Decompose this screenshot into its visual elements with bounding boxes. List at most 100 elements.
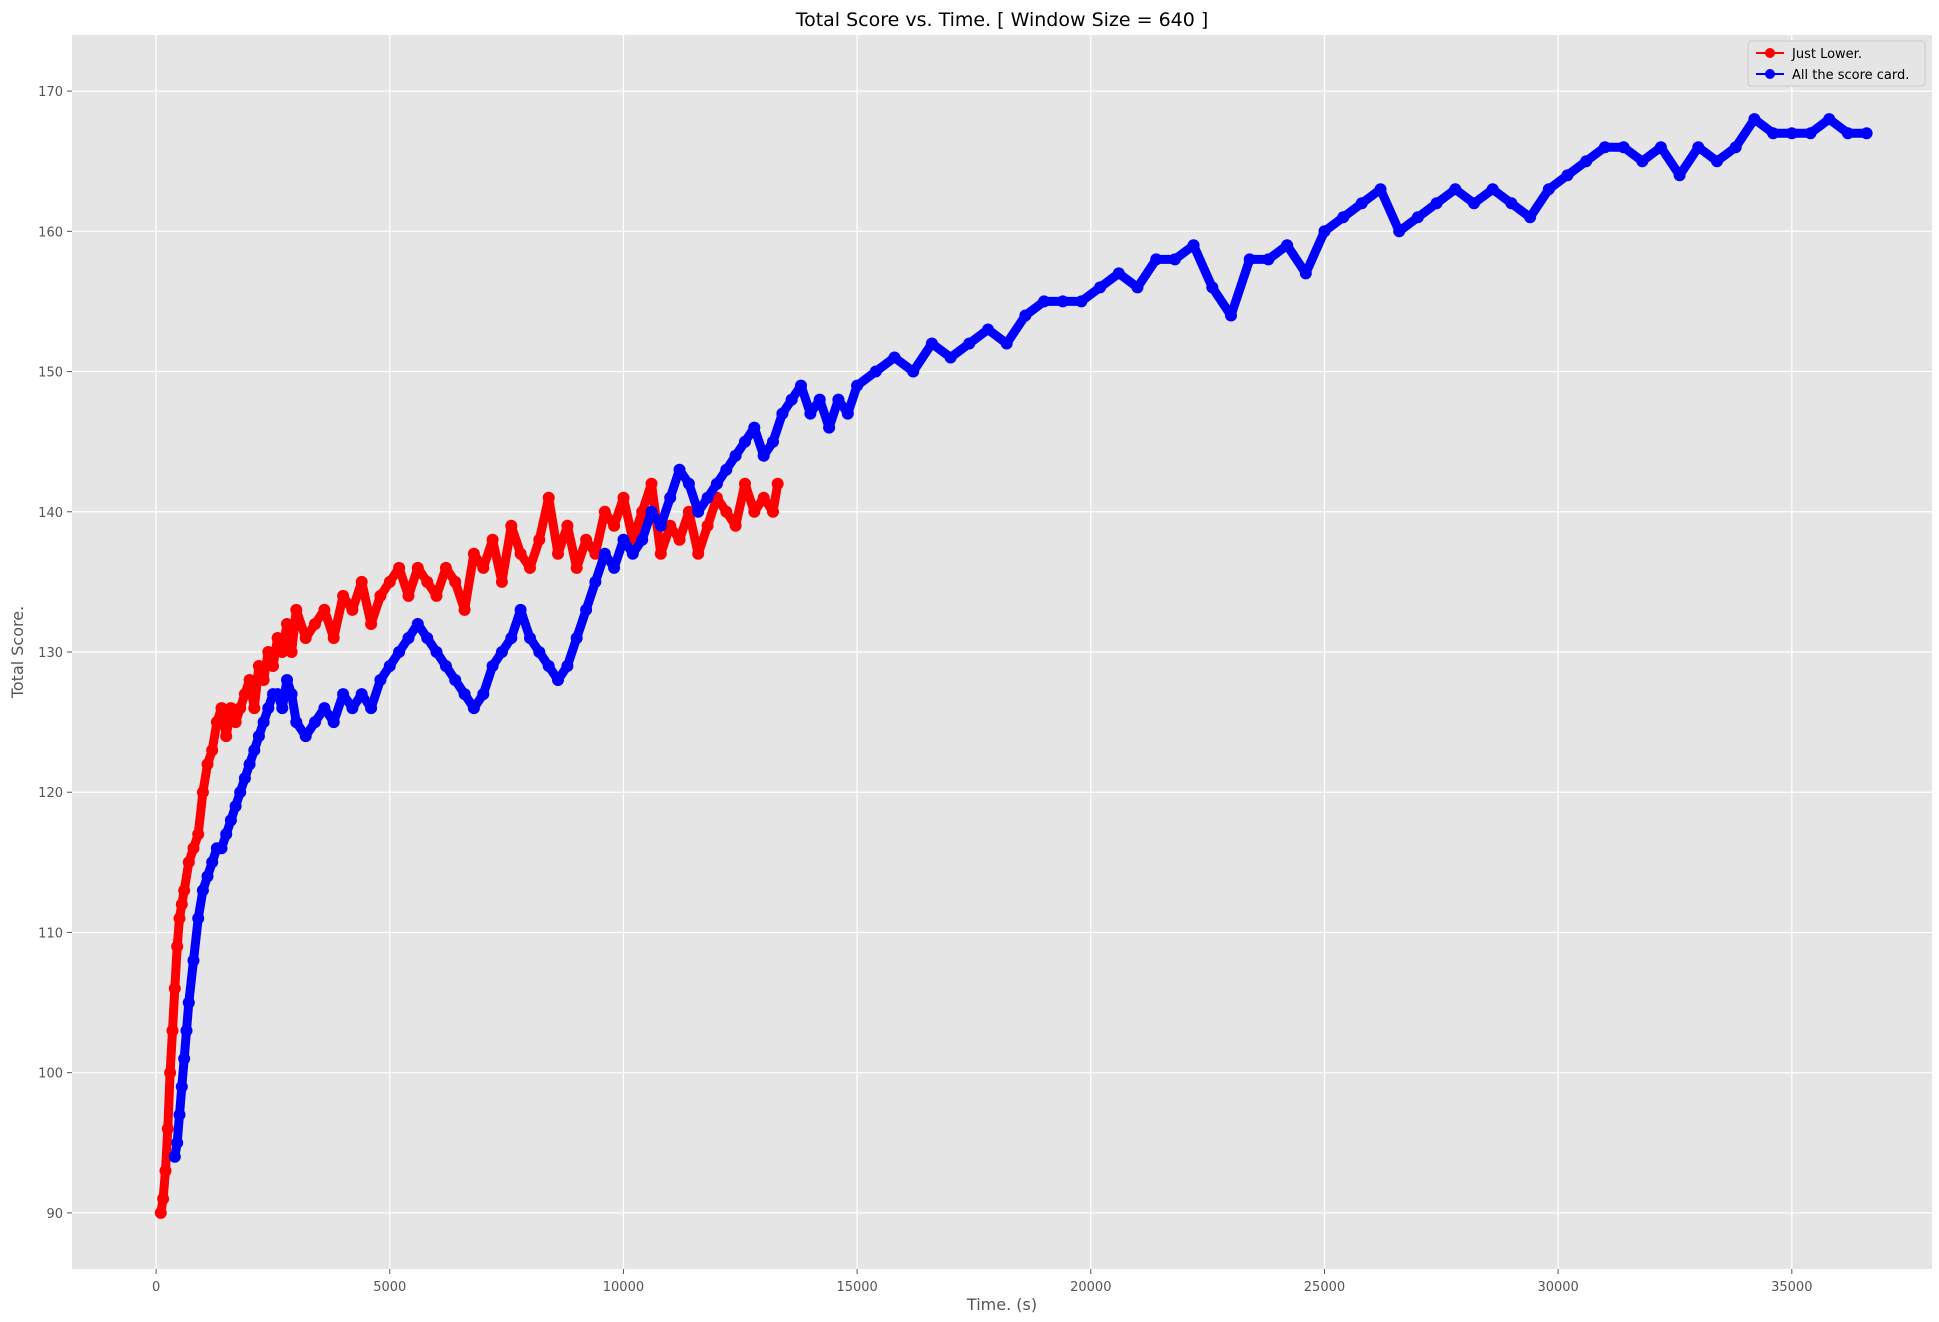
data-point — [154, 1206, 167, 1219]
data-point — [164, 1066, 177, 1079]
data-point — [327, 716, 340, 729]
data-point — [1112, 267, 1125, 280]
data-point — [201, 870, 214, 883]
data-point — [1785, 127, 1798, 140]
data-point — [533, 646, 546, 658]
data-point — [542, 491, 555, 504]
data-point — [767, 505, 779, 518]
data-point — [182, 996, 195, 1009]
data-point — [1150, 253, 1163, 266]
data-point — [907, 365, 920, 378]
data-point — [365, 618, 378, 630]
data-point — [1318, 225, 1331, 238]
data-point — [299, 730, 312, 743]
legend: Just Lower. All the score card. — [1747, 40, 1926, 87]
data-point — [271, 632, 284, 644]
series-layer — [154, 113, 1873, 1219]
data-point — [505, 632, 518, 644]
data-point — [720, 505, 733, 518]
data-point — [276, 702, 289, 715]
data-point — [1019, 309, 1032, 322]
data-point — [486, 660, 499, 672]
data-point — [851, 379, 864, 392]
data-point — [201, 758, 214, 771]
data-point — [804, 407, 817, 420]
data-point — [514, 547, 527, 560]
data-point — [449, 674, 462, 686]
data-point — [682, 505, 695, 518]
series-1 — [168, 113, 1873, 1163]
data-point — [1711, 155, 1723, 168]
data-point — [346, 603, 359, 616]
y-axis-label: Total Score. — [8, 606, 27, 699]
data-point — [654, 547, 667, 560]
data-point — [1168, 253, 1181, 266]
data-point — [720, 463, 733, 476]
data-point — [243, 674, 256, 686]
data-point — [757, 491, 770, 504]
data-point — [1355, 197, 1368, 210]
data-point — [178, 884, 191, 897]
x-axis-label: Time. (s) — [966, 1295, 1037, 1314]
data-point — [1617, 141, 1630, 154]
data-point — [1187, 239, 1200, 252]
y-tick-label: 120 — [38, 786, 63, 801]
data-point — [1505, 197, 1518, 210]
data-point — [229, 716, 242, 729]
data-point — [495, 646, 508, 658]
data-point — [383, 660, 396, 672]
data-point — [1598, 141, 1611, 154]
data-point — [1430, 197, 1443, 210]
data-point — [173, 912, 186, 925]
data-point — [626, 547, 639, 560]
data-point — [1767, 127, 1780, 140]
data-point — [171, 1136, 184, 1149]
data-point — [285, 646, 298, 658]
data-point — [1000, 337, 1013, 350]
data-point — [813, 393, 826, 406]
y-tick-label: 160 — [38, 225, 63, 240]
data-point — [823, 421, 836, 434]
data-point — [524, 632, 536, 644]
data-point — [187, 954, 200, 967]
data-point — [290, 716, 303, 729]
data-point — [1542, 183, 1555, 196]
data-point — [252, 730, 265, 743]
data-point — [171, 940, 184, 953]
data-point — [748, 505, 761, 518]
data-point — [238, 688, 251, 701]
data-point — [252, 660, 265, 672]
data-point — [729, 519, 742, 532]
x-tick-label: 25000 — [1304, 1280, 1345, 1295]
data-point — [157, 1192, 170, 1205]
data-point — [161, 1122, 174, 1135]
data-point — [1486, 183, 1499, 196]
data-point — [248, 702, 261, 715]
data-point — [673, 463, 686, 476]
data-point — [365, 702, 378, 715]
data-point — [168, 1150, 181, 1163]
data-point — [393, 646, 406, 658]
data-point — [580, 533, 593, 546]
data-point — [710, 477, 723, 490]
data-point — [477, 688, 490, 701]
data-point — [1692, 141, 1705, 154]
data-point — [243, 758, 256, 771]
data-point — [542, 660, 555, 672]
data-point — [168, 982, 181, 995]
data-point — [383, 575, 396, 588]
data-point — [192, 912, 205, 925]
data-point — [402, 589, 415, 602]
data-point — [257, 716, 270, 729]
data-point — [430, 589, 443, 602]
y-tick-label: 130 — [38, 646, 63, 661]
data-point — [467, 547, 480, 560]
legend-marker-just-lower — [1765, 48, 1775, 58]
data-point — [982, 323, 994, 336]
data-point — [617, 491, 630, 504]
data-point — [206, 856, 219, 869]
x-tick-label: 0 — [152, 1280, 160, 1295]
data-point — [210, 716, 223, 729]
data-point — [664, 519, 677, 532]
data-point — [318, 702, 331, 715]
